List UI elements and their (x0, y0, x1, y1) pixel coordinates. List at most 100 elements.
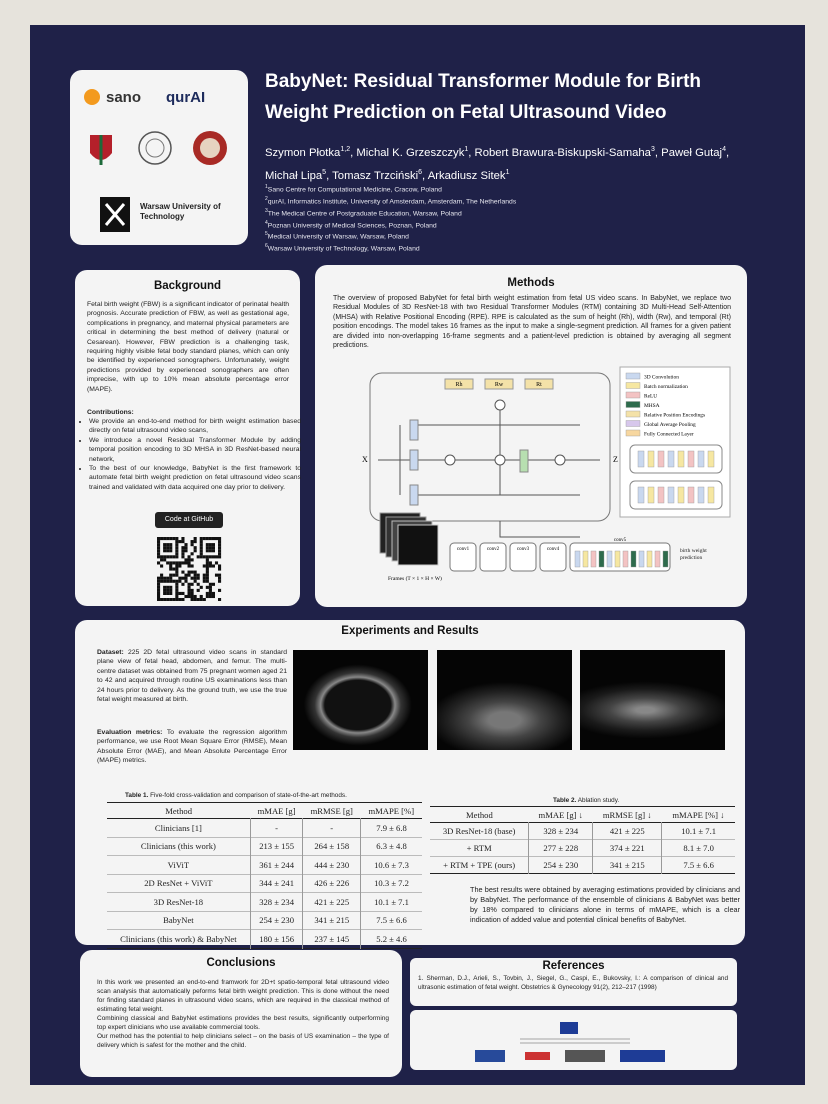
qr-cell (160, 537, 164, 541)
qr-cell (178, 576, 182, 580)
qr-cell (160, 564, 164, 568)
qr-cell (169, 579, 173, 583)
paragraph: Our method has the potential to help cli… (97, 1033, 389, 1049)
qr-cell (193, 570, 197, 574)
architecture-figure: Rh Rw Rt X Z 3D Convolution Batch normali… (362, 366, 731, 582)
block (657, 450, 665, 468)
block (646, 550, 653, 568)
qr-cell (218, 546, 222, 550)
qr-cell (175, 564, 179, 568)
qr-cell (190, 570, 194, 574)
qr-cell (193, 537, 197, 541)
cell: 7.5 ± 6.6 (661, 856, 735, 874)
ultrasound-image (580, 650, 725, 750)
qr-cell (178, 561, 182, 565)
cell: 344 ± 241 (249, 874, 303, 893)
legend-diagram (629, 444, 723, 474)
label: Frames (T × 1 × H × W) (388, 575, 442, 582)
qr-cell (214, 573, 219, 577)
logos: sano qurAI Warsaw University of Technolo… (84, 89, 227, 232)
aff-num: 3 (265, 207, 268, 214)
cell: 8.1 ± 7.0 (661, 839, 735, 857)
qr-cell (218, 598, 222, 601)
qr-cell (175, 588, 179, 592)
qr-cell (178, 591, 182, 595)
author: Szymon Płotka1,2, (265, 146, 357, 159)
qr-cell (184, 543, 188, 547)
op (494, 454, 506, 466)
qr-cell (166, 537, 170, 541)
text: 225 2D fetal ultrasound video scans in s… (97, 649, 287, 704)
cell: 341 ± 215 (592, 856, 662, 874)
block (697, 450, 705, 468)
block (630, 550, 637, 568)
caption: Ablation study. (577, 797, 620, 804)
author-name: Michał Lipa (265, 169, 323, 182)
block (677, 486, 685, 504)
qr-cell (208, 549, 212, 553)
block (707, 450, 715, 468)
qr-cell (187, 591, 191, 595)
qr-cell (202, 573, 206, 577)
qr-cell (190, 591, 194, 595)
paragraph: Combining classical and BabyNet estimati… (97, 1015, 389, 1031)
reference: 1. Sherman, D.J., Arieli, S., Tovbin, J.… (418, 975, 728, 991)
row: Clinicians [1] - -7.9 ± 6.8 (107, 818, 422, 837)
cell: 6.3 ± 4.8 (360, 837, 422, 856)
qr-cell (199, 537, 203, 541)
op (554, 454, 566, 466)
legend-swatch (625, 372, 641, 380)
stage-label: conv4 (547, 547, 560, 552)
block (409, 449, 419, 471)
qr-cell (218, 540, 222, 544)
qr-cell (160, 573, 164, 577)
qr-cell (181, 570, 185, 574)
qr-cell (187, 558, 191, 562)
encoding-box (444, 378, 474, 390)
seal (138, 131, 172, 165)
qr-cell (187, 564, 191, 568)
header-row: Method mMAE [g] ↓ mRMSE [g] ↓ mMAPE [%] ↓ (430, 806, 735, 823)
qr-cell (163, 576, 167, 580)
qr-cell (163, 549, 167, 553)
label: Table 2. (553, 797, 577, 804)
qr-cell (169, 564, 173, 568)
qr-cell (169, 555, 173, 559)
author-aff: 1 (464, 146, 469, 153)
qr-cell (205, 585, 209, 589)
qr-cell (214, 537, 219, 541)
legend-swatch (625, 382, 641, 389)
cell: 421 ± 225 (592, 822, 662, 840)
qr-cell (199, 549, 203, 553)
author-aff: 3 (650, 146, 655, 153)
qr-cell (157, 582, 161, 586)
qr-cell (199, 555, 203, 559)
cell: 254 ± 230 (249, 911, 303, 930)
qr-cell (163, 555, 167, 559)
qr-cell (190, 543, 194, 547)
qr-cell (205, 576, 209, 580)
qr-cell (205, 549, 209, 553)
qr-cell (208, 546, 212, 550)
qr-cell (205, 573, 209, 577)
qr-cell (187, 585, 191, 589)
qr-cell (205, 537, 209, 541)
cell: 213 ± 155 (249, 837, 303, 856)
qr-cell (190, 598, 194, 601)
aff-num: 5 (265, 231, 268, 238)
cell: 426 ± 226 (302, 874, 361, 893)
qr-cell (157, 576, 161, 580)
qr-cell (190, 558, 194, 562)
logo-text: Warsaw University of Technology (140, 202, 221, 221)
author-aff: 6 (418, 168, 423, 176)
qr-cell (187, 594, 191, 599)
qr-cell (169, 543, 173, 547)
qr-cell (184, 558, 188, 562)
text: Contributions: (87, 409, 134, 416)
qr-cell (214, 561, 219, 565)
block (662, 550, 669, 568)
qr-cell (193, 549, 197, 553)
code-badge: Code at GitHub (155, 512, 223, 528)
caption: Five-fold cross-validation and compariso… (150, 792, 347, 799)
ultrasound-image (293, 650, 428, 750)
